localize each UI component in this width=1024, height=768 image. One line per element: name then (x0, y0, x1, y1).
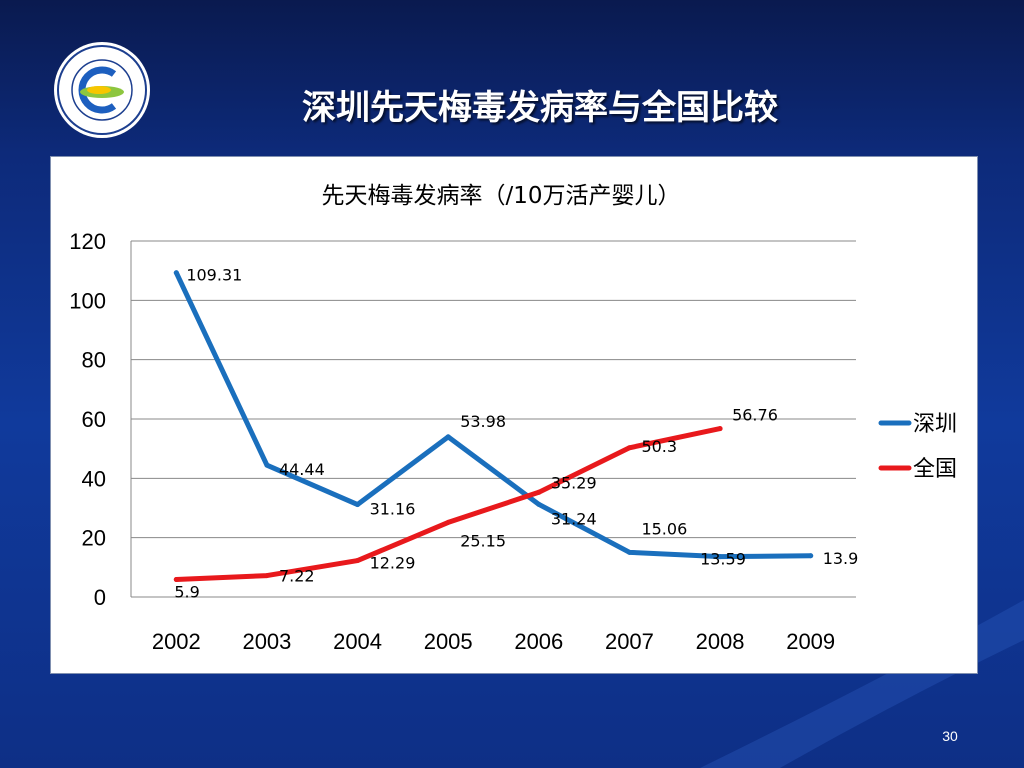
data-label: 44.44 (279, 460, 325, 479)
data-label: 7.22 (279, 567, 315, 586)
y-tick-label: 100 (69, 288, 106, 313)
data-point (355, 502, 361, 508)
y-tick-label: 20 (82, 526, 106, 551)
x-tick-label: 2006 (514, 629, 563, 654)
data-point (536, 501, 542, 507)
x-tick-label: 2003 (242, 629, 291, 654)
y-tick-label: 80 (82, 348, 106, 373)
line-chart: 先天梅毒发病率（/10万活产婴儿） 0 20 40 60 80 100 120 2002 200… (69, 183, 957, 654)
data-point (717, 554, 723, 560)
series-lines (173, 270, 814, 582)
data-label: 13.59 (700, 550, 746, 569)
x-tick-label: 2002 (152, 629, 201, 654)
series-line-0 (173, 270, 814, 560)
x-tick-label: 2009 (786, 629, 835, 654)
chart-title: 先天梅毒发病率（/10万活产婴儿） (321, 183, 680, 209)
data-point (808, 553, 814, 559)
data-point (355, 558, 361, 564)
chart-panel: 先天梅毒发病率（/10万活产婴儿） 0 20 40 60 80 100 120 2002 200… (50, 156, 978, 674)
data-point (173, 576, 179, 582)
axis-labels: 0 20 40 60 80 100 120 2002 2003 2004 2005 2006 2007 2… (69, 229, 835, 654)
logo (52, 40, 152, 140)
page-number: 30 (942, 728, 958, 744)
data-point (536, 489, 542, 495)
y-tick-label: 120 (69, 229, 106, 254)
slide-title: 深圳先天梅毒发病率与全国比较 (302, 88, 778, 128)
y-tick-label: 40 (82, 466, 106, 491)
x-tick-label: 2008 (696, 629, 745, 654)
data-point (445, 434, 451, 440)
data-point (626, 549, 632, 555)
data-label: 5.9 (174, 582, 199, 601)
data-point (264, 462, 270, 468)
data-label: 31.16 (370, 500, 416, 519)
data-label: 35.29 (551, 473, 597, 492)
y-tick-label: 60 (82, 407, 106, 432)
data-point (264, 573, 270, 579)
data-label: 109.31 (186, 266, 242, 285)
shenzhen-cdc-logo-icon (54, 42, 150, 138)
data-point (626, 445, 632, 451)
data-label: 15.06 (641, 519, 687, 538)
data-label: 50.3 (641, 437, 677, 456)
data-label: 31.24 (551, 509, 597, 528)
data-label: 12.29 (370, 554, 416, 573)
grid-lines (130, 240, 856, 598)
x-tick-label: 2007 (605, 629, 654, 654)
legend-label: 深圳 (913, 412, 957, 437)
data-labels: 109.31 44.44 31.16 53.98 31.24 15.06 13.59 13.9… (174, 266, 858, 602)
x-tick-label: 2005 (424, 629, 473, 654)
data-label: 25.15 (460, 531, 506, 550)
data-point (173, 270, 179, 276)
data-label: 13.9 (823, 549, 859, 568)
data-label: 56.76 (732, 406, 778, 425)
data-point (717, 426, 723, 432)
data-label: 53.98 (460, 412, 506, 431)
data-point (445, 519, 451, 525)
y-tick-label: 0 (94, 585, 106, 610)
legend-label: 全国 (913, 457, 957, 482)
x-tick-label: 2004 (333, 629, 382, 654)
